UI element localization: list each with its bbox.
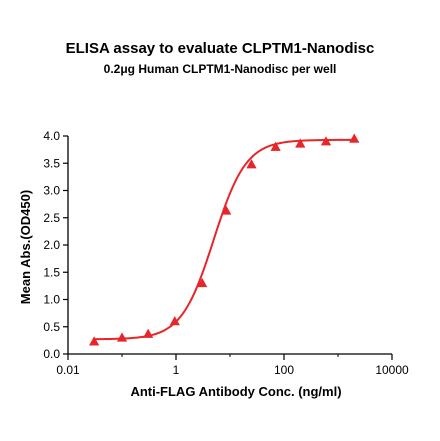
data-point bbox=[221, 205, 232, 215]
data-point bbox=[349, 133, 360, 143]
data-point bbox=[89, 336, 100, 346]
chart-subtitle: 0.2μg Human CLPTM1-Nanodisc per well bbox=[103, 62, 337, 76]
y-tick-label: 1.0 bbox=[43, 293, 60, 307]
y-tick-label: 3.0 bbox=[43, 184, 60, 198]
y-axis-label: Mean Abs.(OD450) bbox=[18, 190, 33, 304]
data-point bbox=[116, 332, 128, 342]
y-tick-label: 3.5 bbox=[43, 156, 60, 170]
data-point bbox=[320, 136, 332, 146]
x-axis-label: Anti-FLAG Antibody Conc. (ng/ml) bbox=[130, 384, 341, 399]
data-points-layer bbox=[89, 133, 360, 346]
data-point bbox=[270, 141, 281, 151]
y-tick-label: 1.5 bbox=[43, 265, 60, 279]
axes: 0.0 0.5 1.0 1.5 2.0 2.5 3.0 3.5 4.0 0.01 1 100 10000 bbox=[43, 129, 409, 377]
x-tick-label: 1 bbox=[173, 363, 180, 377]
data-point bbox=[246, 159, 257, 169]
data-point bbox=[295, 138, 306, 148]
data-point bbox=[143, 328, 154, 338]
y-tick-label: 2.0 bbox=[43, 238, 60, 252]
y-tick-label: 2.5 bbox=[43, 211, 60, 225]
x-tick-label: 10000 bbox=[375, 363, 409, 377]
x-tick-label: 100 bbox=[274, 363, 294, 377]
fit-curve bbox=[94, 138, 355, 341]
fit-curve-layer bbox=[94, 138, 355, 341]
data-point bbox=[197, 277, 208, 288]
chart-title: ELISA assay to evaluate CLPTM1-Nanodisc bbox=[65, 40, 375, 57]
y-tick-label: 4.0 bbox=[43, 129, 60, 143]
x-tick-label: 0.01 bbox=[56, 363, 80, 377]
y-tick-label: 0.5 bbox=[43, 320, 60, 334]
y-tick-label: 0.0 bbox=[43, 347, 60, 361]
data-point bbox=[169, 316, 180, 326]
